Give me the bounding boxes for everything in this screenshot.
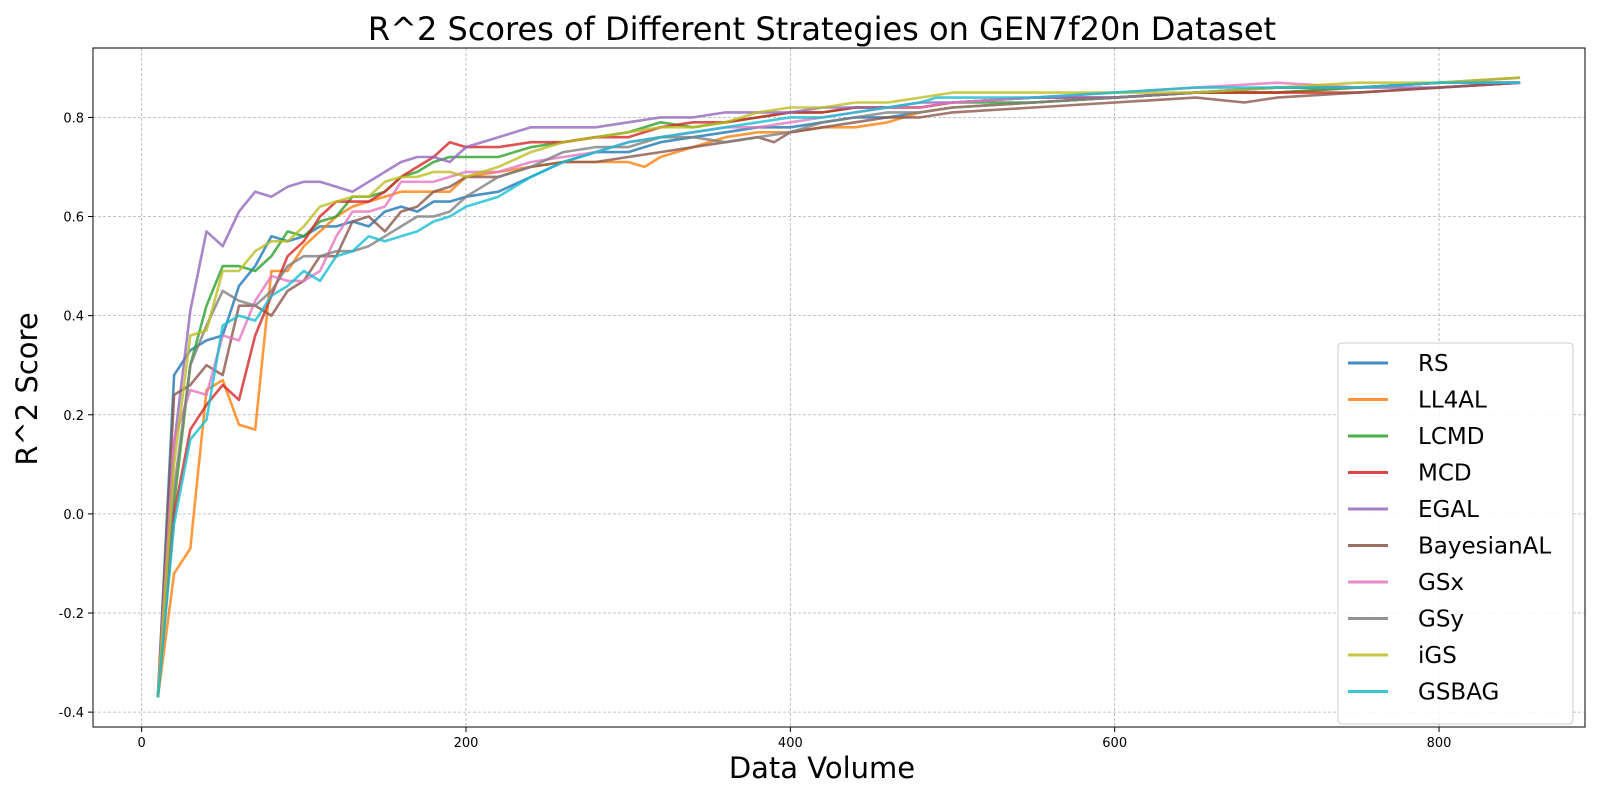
legend-label-gsx: GSx — [1418, 570, 1464, 596]
legend-label-gsbag: GSBAG — [1418, 680, 1499, 706]
x-tick-label: 0 — [138, 736, 146, 751]
legend-box — [1337, 342, 1574, 725]
y-axis-ticks: -0.4 -0.2 0.0 0.2 0.4 0.6 0.8 — [59, 111, 93, 721]
legend-label-egal: EGAL — [1418, 497, 1479, 523]
y-tick-label: 0.2 — [63, 409, 84, 424]
x-tick-label: 400 — [778, 736, 803, 751]
legend: RS LL4AL LCMD MCD EGAL BayesianAL GSx GSy iGS GSB… — [1337, 342, 1574, 725]
series-group — [156, 76, 1521, 698]
y-tick-label: -0.2 — [59, 607, 84, 622]
series-line-igs — [156, 76, 1521, 698]
series-line-gsy — [156, 76, 1521, 698]
y-tick-label: 0.0 — [63, 508, 84, 523]
series-line-bayesianal — [156, 81, 1521, 698]
series-line-gsx — [156, 81, 1521, 698]
y-tick-label: 0.8 — [63, 111, 84, 126]
y-tick-label: -0.4 — [59, 706, 84, 721]
legend-label-igs: iGS — [1418, 643, 1457, 669]
legend-label-mcd: MCD — [1418, 461, 1472, 487]
legend-label-rs: RS — [1418, 351, 1449, 377]
series-line-gsbag — [156, 81, 1521, 698]
x-tick-label: 200 — [454, 736, 479, 751]
x-axis-ticks: 0 200 400 600 800 — [138, 727, 1452, 751]
y-axis-label: R^2 Score — [10, 312, 44, 465]
legend-label-lcmd: LCMD — [1418, 424, 1484, 450]
y-tick-label: 0.4 — [63, 310, 84, 325]
legend-label-gsy: GSy — [1418, 607, 1464, 633]
plot-area-frame — [92, 47, 1586, 728]
chart-title: R^2 Scores of Different Strategies on GE… — [368, 10, 1276, 48]
y-tick-label: 0.6 — [63, 211, 84, 226]
x-axis-label: Data Volume — [729, 751, 915, 785]
legend-label-ll4al: LL4AL — [1418, 388, 1487, 414]
x-tick-label: 800 — [1427, 736, 1452, 751]
x-tick-label: 600 — [1102, 736, 1127, 751]
legend-label-bayesianal: BayesianAL — [1418, 534, 1551, 560]
